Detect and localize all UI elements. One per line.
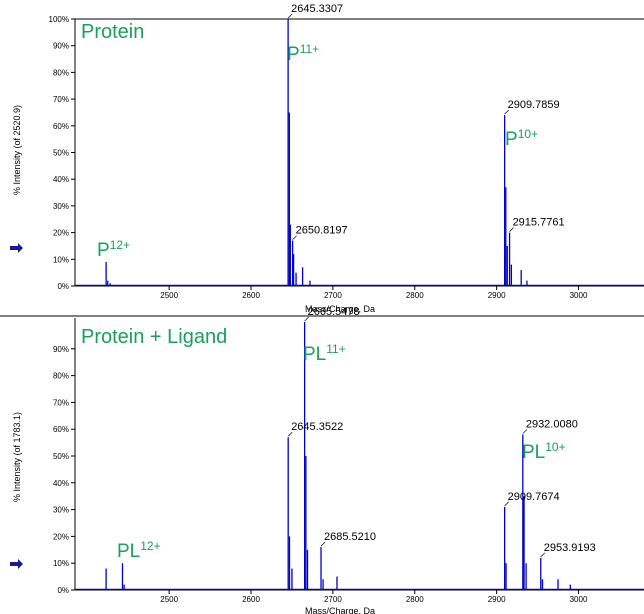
panel-protein-ytick-label: 30%: [53, 202, 69, 211]
panel-ligand-peak-label: 2932.0080: [526, 419, 578, 431]
panel-ligand-annot-pl11: PL11+: [303, 342, 346, 365]
panel-protein-annot-p11: P11+: [287, 42, 319, 65]
panel-ligand-peak-label: 2665.5478: [308, 306, 360, 318]
panel-ligand-peak-label-leader: [522, 429, 528, 434]
panel-ligand-xtick-label: 2500: [160, 595, 178, 604]
panel-protein-ytick-label: 40%: [53, 175, 69, 184]
panel-protein-annot-p12: P12+: [97, 238, 130, 261]
panel-ligand-peak-label-leader: [304, 316, 309, 322]
panel-protein-ytick-label: 70%: [53, 95, 69, 104]
panel-ligand-annot-pl12: PL12+: [117, 539, 161, 562]
panel-ligand-ytick-label: 60%: [53, 425, 69, 434]
panel-protein-ytick-label: 50%: [53, 149, 69, 158]
panel-protein-xtick-label: 3000: [570, 291, 588, 300]
panel-protein-peak-label: 2650.8197: [296, 225, 348, 237]
panel-protein-peak-label-leader: [292, 235, 297, 240]
panel-ligand-peak-label-leader: [504, 501, 509, 507]
panel-protein-peak-label: 2645.3307: [291, 3, 343, 15]
panel-ligand-annot-pl10: PL10+: [522, 440, 566, 463]
panel-ligand-ytick-label: 40%: [53, 479, 69, 488]
panel-ligand-peak-label: 2953.9193: [544, 542, 596, 554]
panel-ligand-peak-label: 2685.5210: [324, 531, 376, 543]
panel-ligand-peak-label-leader: [320, 541, 326, 547]
panel-ligand-xtick-label: 2900: [488, 595, 506, 604]
panel-ligand-peak-label-leader: [287, 431, 293, 437]
panel-protein-ytick-label: 60%: [53, 122, 69, 131]
panel-ligand-ytick-label: 80%: [53, 372, 69, 381]
panel-protein: 0% 10% 20% 30% 40% 50% 60% 70% 80% 90% 100% 2500 26…: [10, 3, 644, 314]
panel-protein-xtick-label: 2800: [406, 291, 424, 300]
panel-protein-peak-label: 2915.7761: [513, 217, 565, 229]
panel-ligand-peak-label-leader: [540, 552, 546, 558]
panel-protein-peak-label-leader: [504, 109, 509, 115]
panel-ligand-marker-arrow-icon: [10, 559, 23, 569]
panel-protein-title: Protein: [81, 21, 144, 43]
panel-ligand-ytick-label: 90%: [53, 345, 69, 354]
panel-protein-marker-arrow-icon: [10, 243, 23, 253]
panel-protein-annot-p10: P10+: [505, 127, 538, 150]
panel-protein-ytick-label: 20%: [53, 229, 69, 238]
panel-ligand-ylabel: % Intensity (of 1783.1): [12, 412, 22, 502]
panel-ligand-xtick-label: 3000: [570, 595, 588, 604]
panel-ligand-title: Protein + Ligand: [81, 326, 227, 348]
panel-protein-xtick-label: 2700: [324, 291, 342, 300]
panel-ligand-ytick-label: 20%: [53, 532, 69, 541]
panel-ligand-xtick-label: 2800: [406, 595, 424, 604]
panel-protein-ytick-label: 0%: [57, 282, 69, 291]
panel-protein-xtick-label: 2500: [160, 291, 178, 300]
panel-protein-ytick-label: 10%: [53, 255, 69, 264]
panel-ligand-xlabel: Mass/Charge, Da: [305, 606, 375, 614]
panel-ligand-xtick-label: 2600: [242, 595, 260, 604]
panel-ligand-ytick-label: 50%: [53, 452, 69, 461]
panel-ligand-ytick-label: 30%: [53, 506, 69, 515]
panel-protein-xtick-label: 2900: [488, 291, 506, 300]
panel-protein-ytick-label: 100%: [49, 15, 69, 24]
panel-protein-peak-label-leader: [287, 13, 293, 19]
panel-ligand-peak-label: 2645.3522: [291, 421, 343, 433]
panel-protein-peak-label-leader: [509, 227, 514, 232]
panel-ligand-ytick-label: 10%: [53, 559, 69, 568]
panel-protein-ylabel: % Intensity (of 2520.9): [12, 105, 22, 195]
panel-ligand-ytick-label: 70%: [53, 398, 69, 407]
panel-protein-ytick-label: 90%: [53, 42, 69, 51]
panel-protein-xlabel: Mass/Charge, Da: [305, 304, 375, 314]
panel-ligand-peak-label: 2909.7674: [508, 491, 560, 503]
panel-ligand-xtick-label: 2700: [324, 595, 342, 604]
panel-protein-ligand: 0% 10% 20% 30% 40% 50% 60% 70% 80% 90% 2500 2600 27…: [10, 306, 644, 614]
panel-protein-ytick-label: 80%: [53, 68, 69, 77]
panel-protein-xtick-label: 2600: [242, 291, 260, 300]
panel-protein-peak-label: 2909.7859: [508, 99, 560, 111]
panel-ligand-ytick-label: 0%: [57, 586, 69, 595]
